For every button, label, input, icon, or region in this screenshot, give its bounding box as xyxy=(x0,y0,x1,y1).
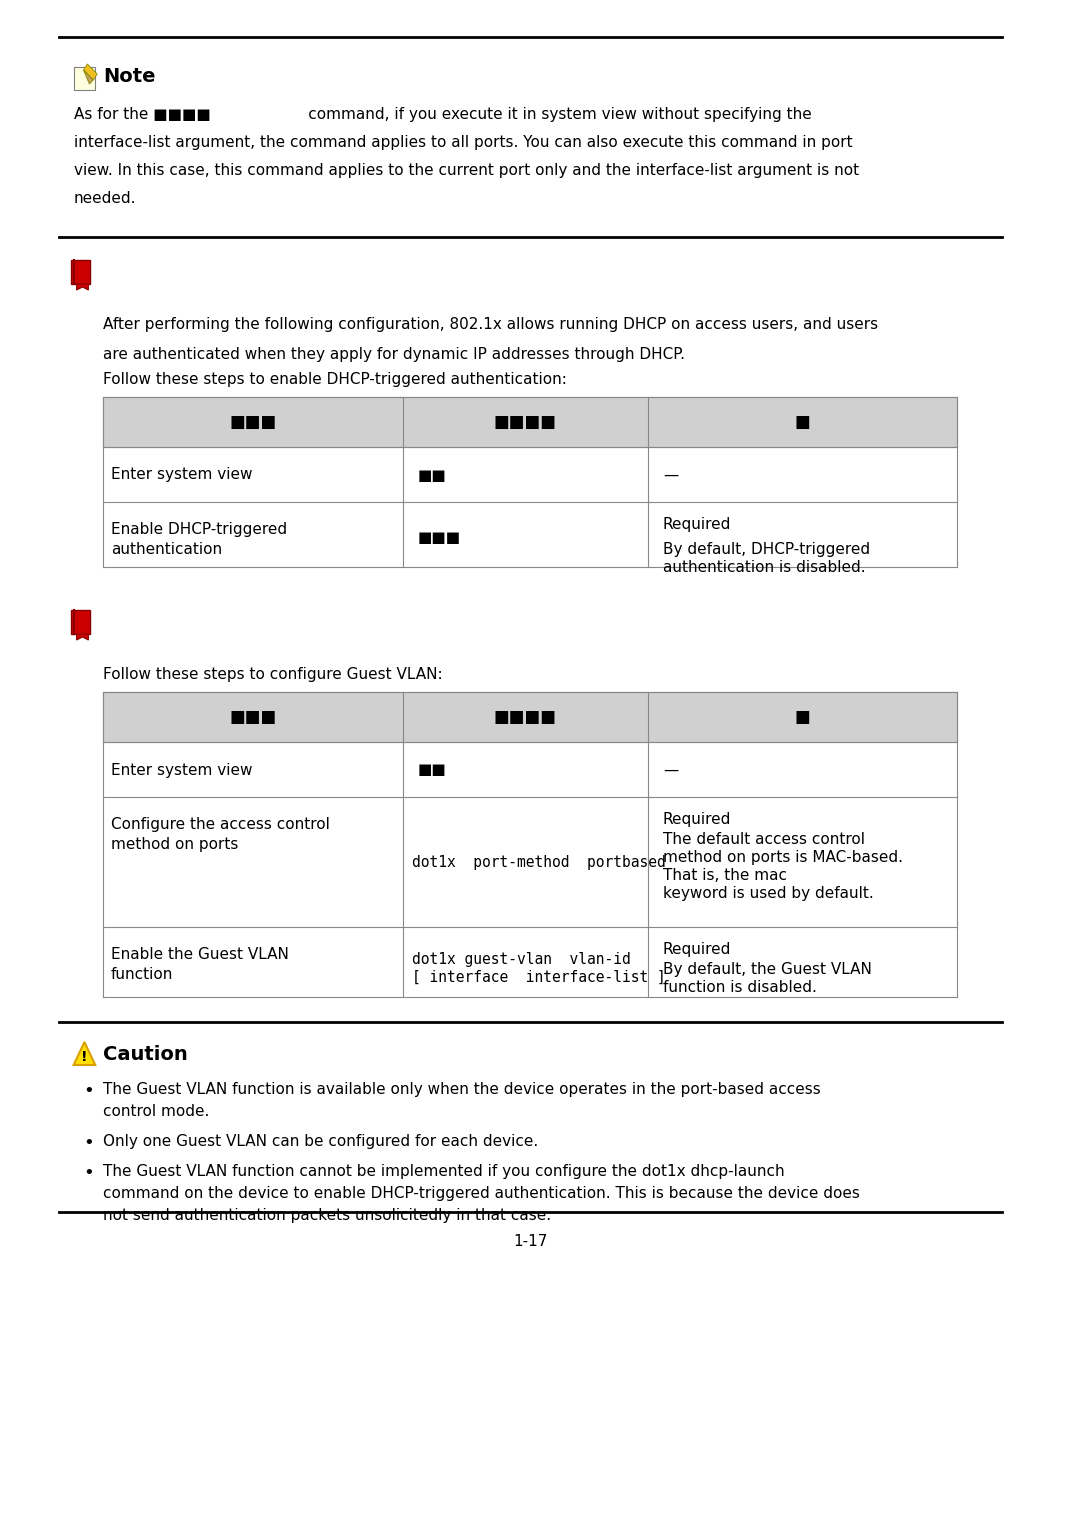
Text: keyword is used by default.: keyword is used by default. xyxy=(663,886,874,901)
Text: view. In this case, this command applies to the current port only and the interf: view. In this case, this command applies… xyxy=(73,163,859,179)
Polygon shape xyxy=(83,70,93,84)
Text: ■■: ■■ xyxy=(417,467,446,483)
Text: •: • xyxy=(83,1083,94,1099)
FancyBboxPatch shape xyxy=(103,397,957,447)
Text: Enable the Guest VLAN: Enable the Guest VLAN xyxy=(111,947,288,962)
Text: ■■■■: ■■■■ xyxy=(494,709,557,725)
Polygon shape xyxy=(70,609,91,634)
Text: Required: Required xyxy=(663,518,731,531)
Text: needed.: needed. xyxy=(73,191,136,206)
Text: are authenticated when they apply for dynamic IP addresses through DHCP.: are authenticated when they apply for dy… xyxy=(103,347,685,362)
Text: Enter system view: Enter system view xyxy=(111,762,253,777)
Text: ■: ■ xyxy=(795,709,811,725)
Polygon shape xyxy=(70,260,91,284)
Text: Enter system view: Enter system view xyxy=(111,467,253,483)
Text: 1-17: 1-17 xyxy=(513,1234,548,1249)
Text: By default, the Guest VLAN: By default, the Guest VLAN xyxy=(663,962,872,977)
Text: —: — xyxy=(663,762,678,777)
Text: function: function xyxy=(111,967,173,982)
Text: not send authentication packets unsolicitedly in that case.: not send authentication packets unsolici… xyxy=(103,1208,551,1223)
Text: method on ports: method on ports xyxy=(111,837,239,852)
Polygon shape xyxy=(73,67,95,90)
FancyBboxPatch shape xyxy=(103,692,957,742)
Text: function is disabled.: function is disabled. xyxy=(663,980,816,996)
Text: As for the ■■■■                    command, if you execute it in system view wit: As for the ■■■■ command, if you execute … xyxy=(73,107,811,122)
Text: Follow these steps to enable DHCP-triggered authentication:: Follow these steps to enable DHCP-trigge… xyxy=(103,373,567,386)
Text: Configure the access control: Configure the access control xyxy=(111,817,329,832)
Text: ■■■: ■■■ xyxy=(417,530,460,545)
Text: dot1x  port-method  portbased: dot1x port-method portbased xyxy=(413,855,666,869)
Text: •: • xyxy=(83,1164,94,1182)
Text: control mode.: control mode. xyxy=(103,1104,210,1119)
Text: ■■■: ■■■ xyxy=(229,412,276,431)
Text: ■■: ■■ xyxy=(417,762,446,777)
Text: authentication: authentication xyxy=(111,542,222,557)
Polygon shape xyxy=(77,284,89,290)
Text: ■■■: ■■■ xyxy=(229,709,276,725)
Polygon shape xyxy=(77,634,89,640)
Text: authentication is disabled.: authentication is disabled. xyxy=(663,560,865,576)
Text: After performing the following configuration, 802.1x allows running DHCP on acce: After performing the following configura… xyxy=(103,318,878,331)
Text: !: ! xyxy=(81,1051,87,1064)
Text: That is, the mac: That is, the mac xyxy=(663,867,787,883)
Text: method on ports is MAC-based.: method on ports is MAC-based. xyxy=(663,851,903,864)
Text: Required: Required xyxy=(663,812,731,828)
Text: The Guest VLAN function cannot be implemented if you configure the dot1x dhcp-la: The Guest VLAN function cannot be implem… xyxy=(103,1164,785,1179)
Polygon shape xyxy=(73,1041,95,1064)
Text: Caution: Caution xyxy=(103,1046,188,1064)
Text: dot1x guest-vlan  vlan-id: dot1x guest-vlan vlan-id xyxy=(413,951,631,967)
Text: By default, DHCP-triggered: By default, DHCP-triggered xyxy=(663,542,869,557)
Text: ■■■■: ■■■■ xyxy=(494,412,557,431)
Text: Enable DHCP-triggered: Enable DHCP-triggered xyxy=(111,522,287,538)
Text: Follow these steps to configure Guest VLAN:: Follow these steps to configure Guest VL… xyxy=(103,667,443,683)
Text: Note: Note xyxy=(103,67,156,87)
Text: command on the device to enable DHCP-triggered authentication. This is because t: command on the device to enable DHCP-tri… xyxy=(103,1186,860,1202)
Text: Only one Guest VLAN can be configured for each device.: Only one Guest VLAN can be configured fo… xyxy=(103,1135,538,1148)
Text: ■: ■ xyxy=(795,412,811,431)
Text: interface-list argument, the command applies to all ports. You can also execute : interface-list argument, the command app… xyxy=(73,134,852,150)
Text: Required: Required xyxy=(663,942,731,957)
Text: [ interface  interface-list ]: [ interface interface-list ] xyxy=(413,970,666,985)
Text: The default access control: The default access control xyxy=(663,832,865,847)
Text: —: — xyxy=(663,467,678,483)
Text: The Guest VLAN function is available only when the device operates in the port-b: The Guest VLAN function is available onl… xyxy=(103,1083,821,1096)
Text: •: • xyxy=(83,1135,94,1151)
Polygon shape xyxy=(83,64,97,79)
